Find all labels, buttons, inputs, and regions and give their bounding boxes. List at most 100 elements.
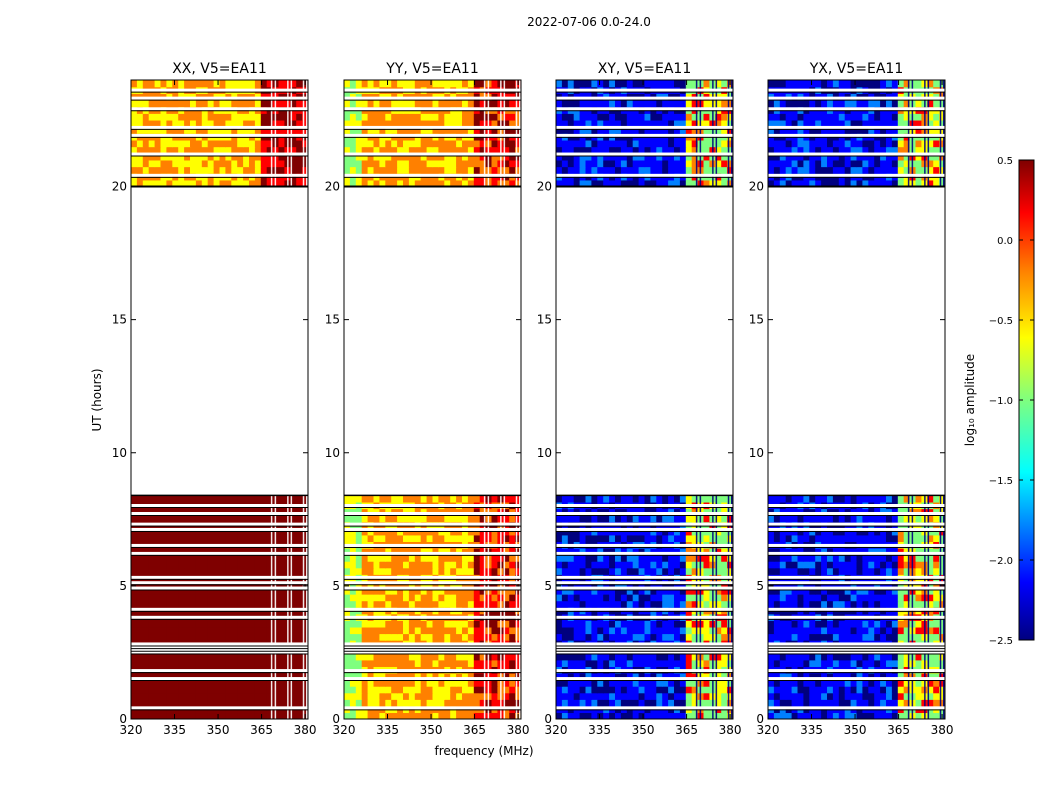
heatmap-cell: [178, 159, 185, 168]
heatmap-cell: [438, 113, 445, 121]
heatmap-cell: [231, 547, 238, 556]
heatmap-cell: [597, 554, 604, 562]
heatmap-cell: [927, 672, 934, 681]
heatmap-cell: [408, 159, 416, 168]
heatmap-cell: [679, 139, 687, 148]
heatmap-cell: [166, 166, 173, 174]
heatmap-cell: [456, 653, 463, 661]
heatmap-cell: [462, 146, 469, 154]
heatmap-cell: [632, 547, 640, 556]
heatmap-cell: [679, 653, 687, 661]
heatmap-cell: [721, 594, 728, 602]
heatmap-cell: [290, 166, 297, 174]
heatmap-cell: [373, 699, 380, 707]
heatmap-cell: [591, 633, 598, 641]
heatmap-cell: [231, 515, 238, 523]
heatmap-cell: [473, 567, 481, 575]
heatmap-cell: [679, 587, 687, 595]
heatmap-cell: [420, 659, 428, 667]
heatmap-cell: [237, 699, 244, 707]
heatmap-cell: [160, 515, 167, 523]
heatmap-cell: [615, 126, 622, 134]
heatmap-cell: [609, 672, 616, 681]
heatmap-cell: [408, 119, 416, 128]
heatmap-cell: [290, 99, 297, 108]
heatmap-cell: [473, 166, 481, 174]
heatmap-cell: [668, 495, 675, 503]
heatmap-cell: [349, 672, 357, 681]
heatmap-cell: [679, 567, 687, 575]
heatmap-cell: [260, 561, 268, 569]
heatmap-cell: [715, 159, 722, 168]
heatmap-cell: [503, 587, 510, 595]
flagged-row: [131, 152, 308, 156]
heatmap-cell: [579, 547, 587, 556]
heatmap-cell: [397, 534, 404, 542]
heatmap-cell: [456, 126, 463, 134]
heatmap-cell: [403, 534, 410, 542]
heatmap-cell: [473, 99, 481, 108]
heatmap-cell: [644, 139, 651, 148]
heatmap-cell: [491, 561, 498, 569]
heatmap-cell: [479, 139, 487, 148]
heatmap-cell: [691, 113, 699, 121]
heatmap-cell: [727, 139, 733, 148]
heatmap-cell: [556, 692, 563, 700]
heatmap-cell: [597, 139, 604, 148]
heatmap-cell: [567, 626, 575, 635]
heatmap-cell: [172, 159, 179, 168]
heatmap-cell: [462, 594, 469, 602]
heatmap-cell: [225, 139, 232, 148]
heatmap-cell: [650, 699, 657, 707]
heatmap-cell: [585, 659, 592, 667]
heatmap-cell: [201, 672, 209, 681]
heatmap-cell: [615, 179, 622, 188]
heatmap-cell: [585, 515, 592, 523]
heatmap-cell: [567, 113, 575, 121]
heatmap-cell: [573, 99, 581, 108]
heatmap-cell: [195, 633, 203, 641]
heatmap-cell: [685, 126, 693, 134]
heatmap-cell: [385, 515, 392, 523]
heatmap-cell: [832, 712, 840, 719]
heatmap-cell: [715, 153, 722, 161]
heatmap-cell: [296, 587, 303, 595]
heatmap-cell: [136, 620, 144, 628]
heatmap-cell: [915, 672, 922, 681]
heatmap-cell: [385, 626, 392, 635]
heatmap-cell: [266, 659, 274, 667]
heatmap-cell: [207, 99, 215, 108]
heatmap-cell: [668, 159, 675, 168]
heatmap-cell: [420, 686, 428, 694]
heatmap-cell: [302, 159, 308, 168]
heatmap-cell: [473, 633, 481, 641]
heatmap-cell: [379, 113, 386, 121]
heatmap-cell: [467, 547, 475, 556]
heatmap-cell: [832, 686, 840, 694]
heatmap-cell: [515, 626, 521, 635]
heatmap-cell: [278, 594, 285, 602]
heatmap-cell: [361, 146, 369, 154]
heatmap-cell: [685, 620, 693, 628]
heatmap-cell: [638, 547, 646, 556]
heatmap-cell: [609, 692, 616, 700]
heatmap-cell: [385, 679, 392, 687]
heatmap-cell: [891, 679, 899, 687]
heatmap-cell: [414, 712, 422, 719]
heatmap-cell: [668, 672, 675, 681]
heatmap-cell: [207, 534, 215, 542]
heatmap-cell: [184, 554, 191, 562]
heatmap-cell: [296, 620, 303, 628]
heatmap-cell: [184, 672, 191, 681]
heatmap-cell: [727, 495, 733, 503]
heatmap-cell: [438, 594, 445, 602]
heatmap-cell: [414, 554, 422, 562]
heatmap-cell: [391, 594, 398, 602]
heatmap-cell: [620, 620, 628, 628]
heatmap-cell: [302, 672, 308, 681]
heatmap-cell: [620, 633, 628, 641]
heatmap-cell: [638, 659, 646, 667]
heatmap-cell: [290, 179, 297, 188]
heatmap-cell: [148, 80, 156, 88]
heatmap-cell: [491, 113, 498, 121]
